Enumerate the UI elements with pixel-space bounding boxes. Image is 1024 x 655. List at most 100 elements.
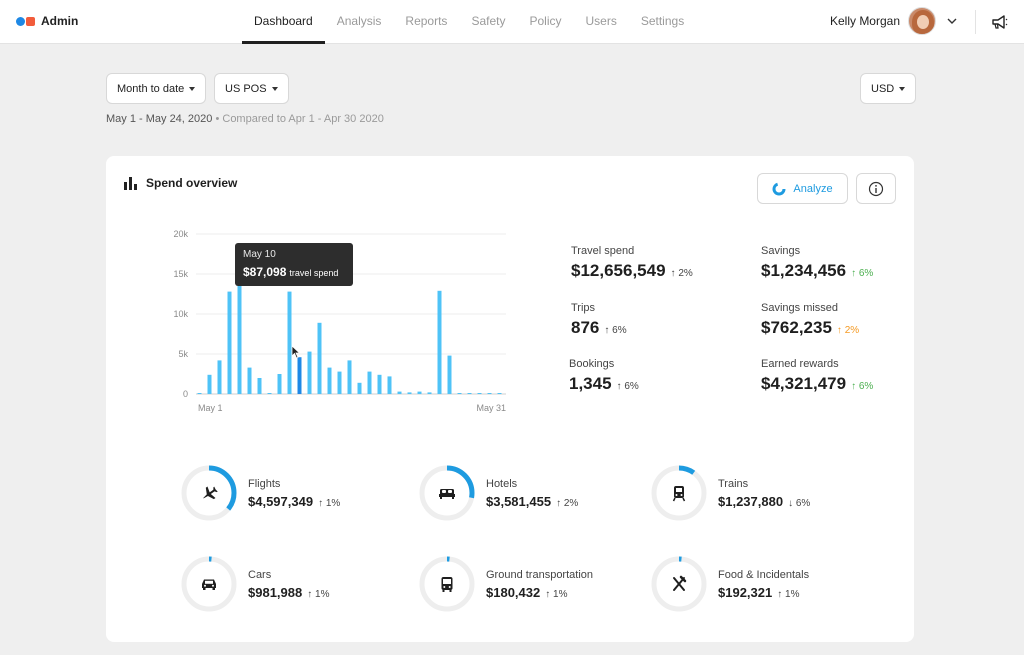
bar-chart-icon bbox=[124, 176, 137, 190]
stat-label: Bookings bbox=[569, 358, 615, 370]
ring-arc bbox=[181, 556, 237, 612]
category-trains[interactable]: Trains $1,237,880 ↓ 6% bbox=[651, 465, 810, 521]
stat-label: Travel spend bbox=[571, 245, 635, 257]
currency-select[interactable]: USD bbox=[860, 73, 917, 104]
ring-arc bbox=[419, 465, 475, 521]
chart-bar[interactable] bbox=[217, 360, 222, 394]
chart-bar[interactable] bbox=[487, 393, 492, 394]
user-name: Kelly Morgan bbox=[829, 14, 900, 28]
chart-bar[interactable] bbox=[347, 360, 352, 394]
chart-bar[interactable] bbox=[257, 378, 262, 394]
chart-bar[interactable] bbox=[197, 393, 202, 394]
chart-bar[interactable] bbox=[297, 357, 302, 394]
category-change: ↓ 6% bbox=[788, 497, 811, 509]
chart-bar[interactable] bbox=[287, 291, 292, 394]
category-hotels[interactable]: Hotels $3,581,455 ↑ 2% bbox=[419, 465, 578, 521]
y-tick-label: 5k bbox=[178, 349, 188, 359]
avatar[interactable] bbox=[908, 7, 936, 35]
chart-bar[interactable] bbox=[427, 392, 432, 394]
chart-bar[interactable] bbox=[317, 322, 322, 394]
nav-dashboard[interactable]: Dashboard bbox=[242, 0, 325, 44]
category-ground-transportation[interactable]: Ground transportation $180,432 ↑ 1% bbox=[419, 556, 593, 612]
caret-down-icon bbox=[189, 86, 196, 91]
info-button[interactable] bbox=[856, 173, 896, 204]
user-menu[interactable]: Kelly Morgan bbox=[830, 7, 958, 35]
chart-tooltip: May 10 $87,098 travel spend bbox=[235, 243, 353, 286]
category-label: Trains bbox=[718, 477, 749, 490]
nav-safety[interactable]: Safety bbox=[471, 14, 506, 28]
stat-label: Trips bbox=[571, 302, 596, 314]
bus-icon bbox=[441, 577, 453, 592]
nav-analysis[interactable]: Analysis bbox=[336, 14, 382, 28]
category-change: ↑ 2% bbox=[556, 497, 579, 509]
ring-arc bbox=[419, 556, 475, 612]
ring-arc bbox=[651, 465, 707, 521]
train-icon bbox=[672, 486, 686, 502]
spend-overview-card: Spend overview Analyze 0 5k 10k 15k 20k May 1… bbox=[106, 156, 914, 642]
nav-reports[interactable]: Reports bbox=[405, 14, 448, 28]
date-range-text: May 1 - May 24, 2020 bbox=[106, 113, 213, 125]
chart-bar[interactable] bbox=[447, 355, 452, 394]
chart-bar[interactable] bbox=[227, 291, 232, 394]
compare-range-text: Compared to Apr 1 - Apr 30 2020 bbox=[222, 113, 384, 125]
chart-bar[interactable] bbox=[337, 371, 342, 394]
megaphone-icon[interactable] bbox=[990, 13, 1008, 31]
chart-bar[interactable] bbox=[467, 393, 472, 394]
chart-bar[interactable] bbox=[407, 392, 412, 394]
period-select-label: Month to date bbox=[117, 82, 185, 95]
date-range: May 1 - May 24, 2020 • Compared to Apr 1… bbox=[106, 113, 384, 125]
chevron-down-icon[interactable] bbox=[946, 15, 958, 27]
chart-bar[interactable] bbox=[367, 371, 372, 394]
stat-value: $12,656,549 ↑ 2% bbox=[571, 261, 693, 280]
chart-bar[interactable] bbox=[307, 351, 312, 394]
card-title-text: Spend overview bbox=[146, 176, 238, 190]
airplane-icon bbox=[203, 486, 218, 500]
chart-bar[interactable] bbox=[327, 367, 332, 394]
stat-label: Savings bbox=[761, 245, 801, 257]
category-change: ↑ 1% bbox=[307, 588, 330, 600]
chart-bar[interactable] bbox=[267, 393, 272, 394]
category-change: ↑ 1% bbox=[545, 588, 568, 600]
header-divider bbox=[975, 10, 976, 34]
info-icon bbox=[868, 181, 884, 196]
chart-bar[interactable] bbox=[437, 290, 442, 394]
period-select[interactable]: Month to date bbox=[106, 73, 207, 104]
nav-settings[interactable]: Settings bbox=[640, 14, 685, 28]
chart-bar[interactable] bbox=[477, 393, 482, 394]
spend-bar-chart: 0 5k 10k 15k 20k May 1 May 31 bbox=[173, 229, 506, 413]
utensils-icon bbox=[673, 575, 687, 591]
chart-bar[interactable] bbox=[357, 382, 362, 394]
app-logo[interactable]: Admin bbox=[16, 14, 78, 28]
chart-bar[interactable] bbox=[247, 367, 252, 394]
chart-bar[interactable] bbox=[417, 391, 422, 394]
chart-bar[interactable] bbox=[277, 374, 282, 394]
chart-bar[interactable] bbox=[457, 393, 462, 394]
category-flights[interactable]: Flights $4,597,349 ↑ 1% bbox=[181, 465, 340, 521]
x-tick-label: May 31 bbox=[476, 403, 506, 413]
nav-users[interactable]: Users bbox=[585, 14, 617, 28]
category-label: Ground transportation bbox=[486, 568, 594, 581]
analyze-button[interactable]: Analyze bbox=[757, 173, 848, 204]
category-food-incidentals[interactable]: Food & Incidentals $192,321 ↑ 1% bbox=[651, 556, 809, 612]
category-value: $981,988 ↑ 1% bbox=[248, 584, 330, 600]
category-ring bbox=[651, 465, 707, 521]
nav-policy[interactable]: Policy bbox=[529, 14, 562, 28]
cursor-icon bbox=[291, 345, 301, 359]
stat-change: ↑ 6% bbox=[851, 381, 874, 392]
stat-value: $4,321,479 ↑ 6% bbox=[761, 374, 874, 393]
stat-change: ↑ 2% bbox=[836, 325, 860, 336]
stat-change: ↑ 6% bbox=[604, 325, 627, 336]
chart-bar[interactable] bbox=[497, 393, 502, 394]
chart-bar[interactable] bbox=[237, 280, 242, 394]
tooltip-value: $87,098 travel spend bbox=[243, 265, 339, 279]
chart-bar[interactable] bbox=[387, 376, 392, 394]
category-cars[interactable]: Cars $981,988 ↑ 1% bbox=[181, 556, 329, 612]
y-tick-label: 15k bbox=[173, 269, 188, 279]
analyze-button-label: Analyze bbox=[793, 182, 833, 195]
pos-select[interactable]: US POS bbox=[214, 73, 289, 104]
chart-bar[interactable] bbox=[207, 374, 212, 394]
chart-bar[interactable] bbox=[397, 391, 402, 394]
stat-value: $762,235 ↑ 2% bbox=[761, 318, 860, 337]
chart-bar[interactable] bbox=[377, 374, 382, 394]
category-label: Flights bbox=[248, 477, 281, 490]
